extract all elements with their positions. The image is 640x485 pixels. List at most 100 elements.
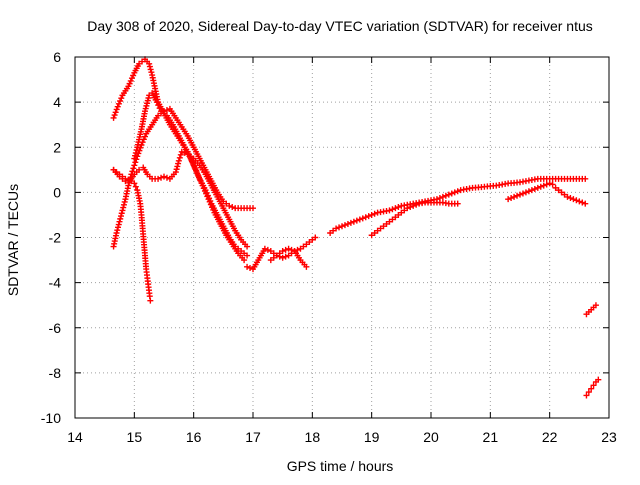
data-point-interp [288, 246, 295, 253]
data-point-interp [114, 227, 121, 234]
data-point-interp [134, 63, 141, 70]
data-point-interp [137, 128, 144, 135]
data-point-interp [567, 195, 574, 202]
data-point-interp [233, 248, 240, 255]
data-point-interp [197, 177, 204, 184]
data-point-interp [191, 163, 198, 170]
data-point-interp [306, 239, 313, 246]
data-point-interp [514, 179, 521, 186]
data-point-interp [371, 210, 378, 217]
data-point [439, 193, 446, 200]
data-point-interp [430, 199, 437, 206]
data-point-interp [194, 160, 201, 167]
data-point-interp [120, 204, 127, 211]
data-point-interp [231, 225, 238, 232]
data-point [279, 254, 286, 261]
data-point-interp [124, 185, 131, 192]
data-point-interp [276, 250, 283, 257]
data-point [134, 153, 141, 160]
data-point-interp [227, 239, 234, 246]
data-point-interp [377, 225, 384, 232]
data-point-interp [163, 174, 170, 181]
data-point-interp [141, 110, 148, 117]
data-point-interp [383, 207, 390, 214]
data-point-interp [225, 214, 232, 221]
data-point [588, 385, 595, 392]
data-point-interp [336, 224, 343, 231]
data-point [362, 214, 369, 221]
data-point [244, 263, 251, 270]
x-tick-label: 16 [186, 429, 202, 445]
y-tick-label: 6 [53, 49, 61, 65]
data-point [534, 184, 541, 191]
data-point-interp [555, 187, 562, 194]
data-point-interp [163, 107, 170, 114]
data-point-interp [117, 213, 124, 220]
data-point-interp [194, 171, 201, 178]
chart-title: Day 308 of 2020, Sidereal Day-to-day VTE… [87, 18, 593, 34]
data-point-interp [136, 147, 143, 154]
data-point-interp [242, 241, 249, 248]
data-point [517, 191, 523, 198]
data-point-interp [407, 204, 414, 211]
data-point-interp [201, 188, 208, 195]
data-point-interp [170, 171, 177, 178]
data-point [339, 223, 345, 230]
data-point-interp [247, 205, 254, 212]
data-point-interp [537, 183, 544, 190]
data-point [546, 180, 553, 187]
data-point-interp [543, 175, 550, 182]
data-point-interp [472, 184, 479, 191]
data-point-interp [219, 202, 226, 209]
data-point [175, 157, 182, 164]
data-point-interp [247, 264, 254, 271]
data-point-interp [112, 109, 119, 116]
data-point-interp [128, 75, 135, 82]
data-point-interp [137, 144, 144, 151]
data-point-interp [270, 254, 277, 261]
x-tick-label: 15 [127, 429, 143, 445]
data-point-interp [341, 222, 348, 229]
data-point [592, 302, 599, 309]
data-point-interp [115, 224, 122, 231]
data-point [131, 162, 138, 169]
data-point [368, 211, 375, 218]
data-point-interp [142, 263, 149, 270]
data-point [451, 189, 458, 196]
data-point-interp [189, 141, 196, 148]
data-point-interp [118, 210, 125, 217]
data-point-interp [213, 191, 220, 198]
data-point-interp [549, 175, 556, 182]
data-point-interp [484, 183, 491, 190]
data-point-interp [425, 199, 432, 206]
data-point-interp [146, 290, 153, 297]
data-point [356, 216, 363, 223]
data-point-interp [171, 112, 178, 119]
data-point [505, 196, 512, 203]
data-point-interp [301, 261, 308, 268]
data-point [445, 191, 452, 198]
data-point-interp [158, 110, 165, 117]
data-point [454, 200, 461, 207]
data-point-interp [525, 188, 532, 195]
y-tick-label: -4 [49, 275, 62, 291]
data-point-interp [115, 221, 122, 228]
data-point-interp [330, 227, 337, 234]
data-point-interp [133, 156, 140, 163]
data-point-interp [567, 175, 574, 182]
data-point-interp [190, 160, 197, 167]
data-point-interp [181, 149, 188, 156]
data-point-interp [174, 130, 181, 137]
data-point-interp [152, 175, 159, 182]
data-point [205, 196, 212, 203]
data-point-interp [514, 192, 521, 199]
data-point-interp [579, 175, 586, 182]
data-point [193, 169, 200, 176]
data-point-interp [117, 215, 124, 222]
data-point-interp [454, 188, 461, 195]
data-point-interp [153, 114, 160, 121]
data-point-interp [115, 100, 122, 107]
data-point-interp [229, 204, 236, 211]
data-point-interp [138, 209, 145, 216]
data-point-interp [395, 204, 402, 211]
